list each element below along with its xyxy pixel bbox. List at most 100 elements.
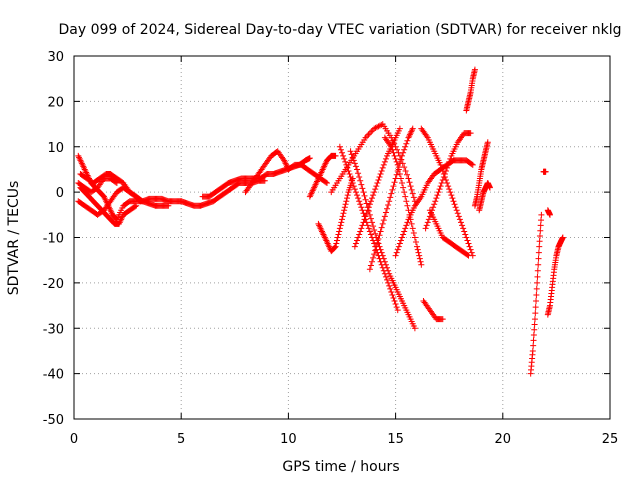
data-point <box>433 195 440 202</box>
data-point <box>336 143 343 150</box>
data-point <box>342 158 349 165</box>
data-point <box>378 249 385 256</box>
data-point <box>339 149 345 156</box>
data-point <box>382 273 389 280</box>
data-point <box>410 229 417 236</box>
data-point <box>442 167 449 174</box>
data-point <box>351 243 358 250</box>
data-point <box>468 249 475 256</box>
data-point <box>534 267 541 274</box>
data-point <box>348 177 355 184</box>
data-point <box>394 246 401 253</box>
data-point <box>414 243 421 250</box>
data-point <box>416 255 423 262</box>
data-point <box>532 310 539 317</box>
data-point <box>360 189 367 196</box>
data-point <box>412 239 419 246</box>
series-s19 <box>420 298 446 323</box>
data-point <box>460 225 467 232</box>
data-point <box>448 192 455 199</box>
data-point <box>531 321 538 328</box>
data-point <box>355 170 362 177</box>
data-point <box>397 156 404 163</box>
data-point <box>403 198 410 205</box>
data-point <box>384 276 391 283</box>
data-point <box>464 251 471 258</box>
data-point <box>530 332 537 339</box>
data-point <box>382 261 389 268</box>
series-s24 <box>471 139 491 209</box>
data-point <box>424 219 431 226</box>
data-point <box>351 186 358 193</box>
data-point <box>400 149 407 156</box>
data-point <box>451 201 458 208</box>
data-point <box>535 261 542 268</box>
data-point <box>395 166 402 173</box>
data-point <box>342 201 349 208</box>
data-point <box>344 192 351 199</box>
data-point <box>343 161 350 168</box>
data-point <box>401 189 408 196</box>
data-point <box>339 216 345 223</box>
data-point <box>387 194 394 201</box>
data-point <box>388 143 395 150</box>
data-point <box>355 234 362 241</box>
data-point <box>379 252 386 259</box>
data-point <box>403 222 410 229</box>
data-point <box>341 207 348 214</box>
data-point <box>469 161 476 168</box>
data-point <box>394 161 401 168</box>
data-point <box>366 211 373 218</box>
data-point <box>535 249 542 256</box>
data-point <box>349 154 356 161</box>
data-point <box>452 204 459 211</box>
data-point <box>351 160 358 167</box>
data-point <box>394 307 401 314</box>
data-marks <box>75 66 566 377</box>
data-point <box>133 202 140 209</box>
data-point <box>333 240 340 247</box>
series-s10 <box>306 152 339 200</box>
data-point <box>390 149 397 156</box>
data-point <box>306 155 313 162</box>
data-point <box>370 192 377 199</box>
data-point <box>377 170 384 177</box>
data-point <box>390 295 397 301</box>
data-point <box>391 179 398 186</box>
data-point <box>462 231 469 238</box>
data-point <box>461 228 468 235</box>
data-point <box>341 204 348 211</box>
data-point <box>467 130 474 137</box>
data-point <box>364 222 371 229</box>
data-point <box>396 170 403 177</box>
data-point <box>530 337 537 344</box>
data-point <box>402 167 409 174</box>
data-point <box>457 219 464 226</box>
data-point <box>425 216 432 223</box>
data-point <box>323 180 330 187</box>
data-point <box>336 225 343 232</box>
y-tick-label: -40 <box>43 368 64 383</box>
data-point <box>391 298 398 305</box>
data-point <box>337 222 344 229</box>
data-point <box>388 190 395 197</box>
data-point <box>471 66 478 73</box>
data-point <box>531 326 538 333</box>
data-point <box>533 298 540 305</box>
data-point <box>532 304 539 311</box>
data-point <box>382 155 389 162</box>
data-point <box>389 186 396 193</box>
data-point <box>357 177 364 184</box>
series-s23 <box>463 66 478 114</box>
data-point <box>132 203 139 210</box>
y-tick-label: 30 <box>47 50 64 65</box>
series-s05 <box>77 184 140 227</box>
data-point <box>357 201 364 208</box>
series-s08 <box>242 148 292 196</box>
data-point <box>484 139 491 146</box>
data-point <box>341 155 348 162</box>
data-point <box>399 152 406 159</box>
data-point <box>397 175 404 182</box>
data-point <box>375 236 382 243</box>
